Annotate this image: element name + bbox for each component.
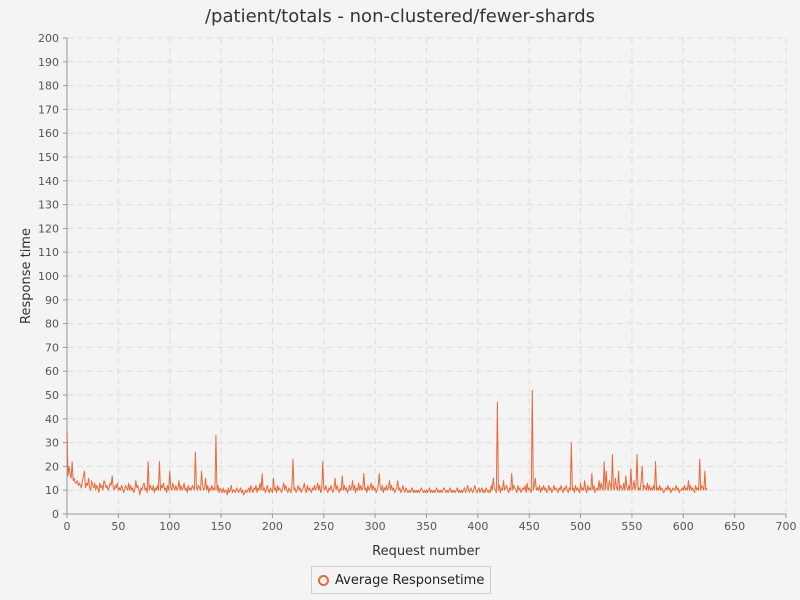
x-tick-label: 600 [673, 520, 694, 533]
y-tick-label: 120 [38, 222, 59, 235]
y-tick-label: 20 [45, 460, 59, 473]
x-tick-label: 500 [570, 520, 591, 533]
y-tick-label: 90 [45, 294, 59, 307]
x-tick-label: 350 [416, 520, 437, 533]
y-tick-label: 190 [38, 56, 59, 69]
x-tick-label: 250 [313, 520, 334, 533]
x-axis-label: Request number [372, 544, 480, 559]
legend: Average Responsetime [311, 566, 492, 594]
y-tick-label: 150 [38, 151, 59, 164]
series-line-average-responsetime [66, 389, 708, 496]
x-tick-label: 400 [467, 520, 488, 533]
y-tick-label: 80 [45, 318, 59, 331]
x-tick-label: 0 [64, 520, 71, 533]
tick-labels: 0 10 20 30 40 50 60 70 80 90 100 110 120 130 140 150 160… [38, 32, 797, 533]
y-tick-label: 100 [38, 270, 59, 283]
series-layer [66, 389, 708, 496]
y-tick-label: 140 [38, 175, 59, 188]
x-tick-label: 300 [365, 520, 386, 533]
x-tick-label: 150 [211, 520, 232, 533]
chart-title: /patient/totals - non-clustered/fewer-sh… [204, 6, 596, 27]
legend-marker-icon [318, 574, 329, 586]
x-tick-label: 450 [519, 520, 540, 533]
y-tick-label: 200 [38, 32, 59, 45]
x-tick-label: 700 [776, 520, 797, 533]
plot-area [67, 38, 786, 514]
y-tick-label: 60 [45, 365, 59, 378]
x-tick-label: 550 [621, 520, 642, 533]
x-tick-label: 200 [262, 520, 283, 533]
y-tick-label: 50 [45, 389, 59, 402]
legend-label: Average Responsetime [335, 572, 485, 588]
y-tick-label: 0 [52, 508, 59, 521]
x-tick-label: 50 [111, 520, 125, 533]
y-tick-label: 130 [38, 199, 59, 212]
y-tick-label: 10 [45, 484, 59, 497]
grid [67, 37, 787, 514]
y-tick-label: 180 [38, 80, 59, 93]
y-tick-label: 110 [38, 246, 59, 259]
x-tick-label: 100 [159, 520, 180, 533]
y-tick-label: 70 [45, 341, 59, 354]
y-tick-label: 30 [45, 437, 59, 450]
y-tick-label: 40 [45, 413, 59, 426]
y-tick-label: 170 [38, 103, 59, 116]
y-tick-label: 160 [38, 127, 59, 140]
x-tick-label: 650 [724, 520, 745, 533]
y-axis-label: Response time [19, 228, 34, 324]
axes [63, 37, 787, 518]
